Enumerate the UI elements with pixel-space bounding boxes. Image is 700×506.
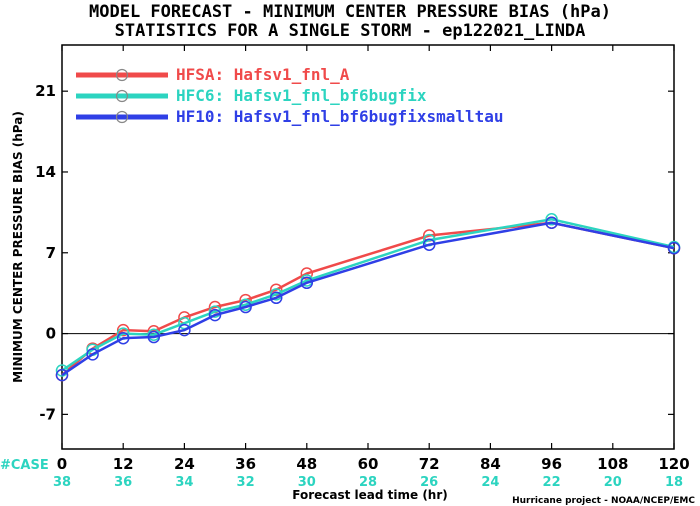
y-tick-label: 7 bbox=[46, 244, 56, 262]
data-point bbox=[300, 276, 314, 290]
data-point bbox=[178, 323, 191, 337]
case-count: 20 bbox=[604, 475, 622, 490]
data-point bbox=[116, 331, 130, 345]
data-point bbox=[269, 291, 283, 305]
data-point bbox=[116, 323, 130, 337]
series-line bbox=[61, 221, 675, 377]
data-point bbox=[545, 213, 558, 226]
legend: HFSA: Hafsv1_fnl_A HFC6: Hafsv1_fnl_bf6bu… bbox=[76, 65, 504, 126]
x-tick-label: 84 bbox=[480, 455, 501, 473]
case-count: 24 bbox=[481, 475, 499, 490]
data-point bbox=[422, 238, 436, 251]
case-count: 34 bbox=[175, 475, 193, 490]
y-axis-label: MINIMUM CENTER PRESSURE BIAS (hPa) bbox=[11, 111, 25, 383]
case-count: 36 bbox=[114, 475, 132, 490]
case-counts: 38 36 34 32 30 28 26 24 22 20 18 bbox=[53, 475, 683, 490]
data-point bbox=[147, 330, 161, 344]
data-point bbox=[545, 216, 558, 230]
data-point bbox=[178, 316, 191, 330]
legend-marker bbox=[115, 68, 129, 82]
x-tick-label: 96 bbox=[541, 455, 562, 473]
chart-title: MODEL FORECAST - MINIMUM CENTER PRESSURE… bbox=[89, 2, 611, 22]
legend-marker bbox=[115, 110, 129, 124]
x-tick-label: 24 bbox=[174, 455, 195, 473]
data-point bbox=[86, 348, 99, 361]
y-tick-label: 0 bbox=[46, 325, 56, 343]
legend-label: HFC6: Hafsv1_fnl_bf6bugfix bbox=[176, 86, 427, 105]
series-group bbox=[55, 213, 681, 382]
chart-subtitle: STATISTICS FOR A SINGLE STORM - ep122021… bbox=[115, 21, 586, 41]
case-count: 22 bbox=[543, 475, 561, 490]
x-tick-label: 108 bbox=[597, 455, 628, 473]
x-axis-ticks: 0 12 24 36 48 60 72 84 96 108 120 bbox=[57, 45, 690, 473]
series-line bbox=[61, 218, 675, 372]
data-point bbox=[300, 267, 314, 280]
x-tick-label: 12 bbox=[113, 455, 134, 473]
case-count: 32 bbox=[237, 475, 255, 490]
legend-label: HFSA: Hafsv1_fnl_A bbox=[176, 65, 350, 84]
x-tick-label: 60 bbox=[358, 455, 379, 473]
case-count: 38 bbox=[53, 475, 71, 490]
x-tick-label: 72 bbox=[419, 455, 440, 473]
case-count: 18 bbox=[665, 475, 683, 490]
data-point bbox=[239, 300, 252, 314]
x-axis-label: Forecast lead time (hr) bbox=[292, 488, 448, 502]
data-point bbox=[667, 241, 681, 255]
series-line bbox=[61, 221, 675, 377]
x-tick-label: 36 bbox=[235, 455, 256, 473]
legend-label: HF10: Hafsv1_fnl_bf6bugfixsmalltau bbox=[176, 107, 504, 126]
plot-frame bbox=[61, 44, 675, 450]
y-tick-label: -7 bbox=[39, 405, 56, 423]
data-point bbox=[208, 305, 222, 318]
legend-marker bbox=[115, 89, 129, 103]
x-tick-label: 48 bbox=[296, 455, 317, 473]
credit-text: Hurricane project - NOAA/NCEP/EMC bbox=[512, 496, 695, 506]
x-tick-label: 0 bbox=[57, 455, 67, 473]
case-label: #CASE bbox=[0, 458, 49, 473]
y-axis-ticks: -7 0 7 14 21 bbox=[35, 82, 674, 423]
y-tick-label: 14 bbox=[35, 163, 56, 181]
x-tick-label: 120 bbox=[658, 455, 689, 473]
case-count: 28 bbox=[359, 475, 377, 490]
data-point bbox=[208, 308, 222, 322]
case-count: 30 bbox=[298, 475, 316, 490]
y-tick-label: 21 bbox=[35, 82, 56, 100]
data-point bbox=[55, 368, 69, 382]
case-count: 26 bbox=[420, 475, 438, 490]
